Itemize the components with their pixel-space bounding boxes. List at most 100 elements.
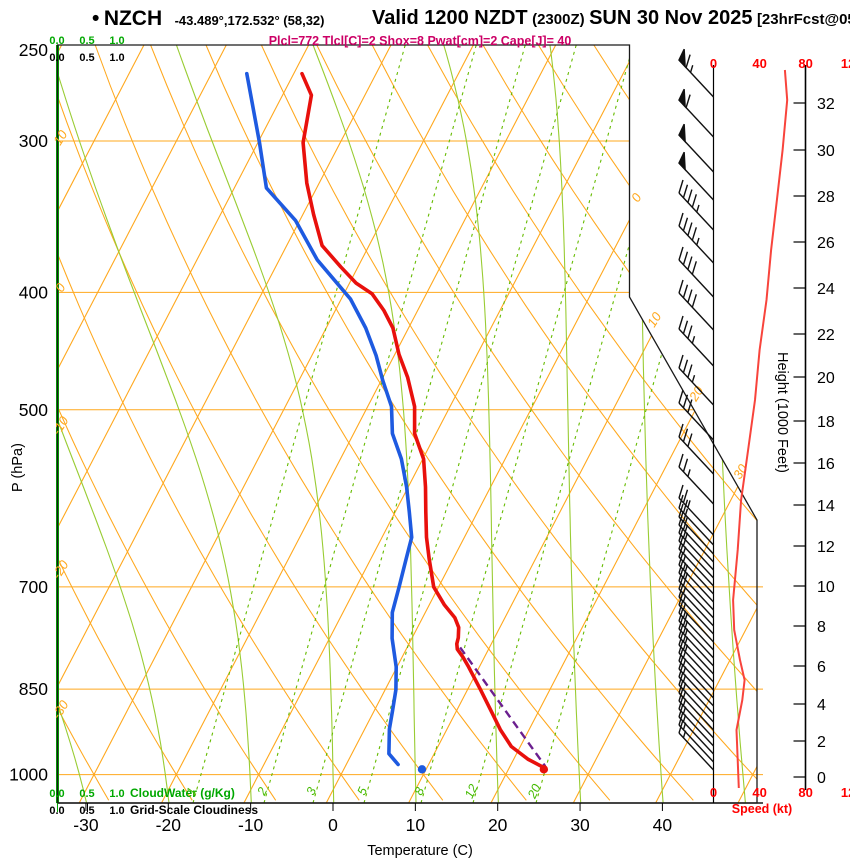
svg-text:40: 40 <box>653 815 673 835</box>
svg-text:3: 3 <box>304 785 320 797</box>
station-bullet-icon: • <box>92 7 100 30</box>
svg-text:12: 12 <box>462 782 481 801</box>
svg-text:14: 14 <box>817 498 835 515</box>
valid-zulu: (2300Z) <box>532 11 585 28</box>
speed-scale: 0040408080120120Speed (kt) <box>710 56 850 816</box>
isotherm-right-label: 0 <box>628 190 645 205</box>
isotherm-line <box>57 45 392 803</box>
svg-text:18: 18 <box>817 414 835 431</box>
svg-text:28: 28 <box>817 189 835 206</box>
mixing-ratio-line <box>312 45 526 803</box>
skewt-grid <box>0 38 757 803</box>
dry-adiabat-line <box>260 45 757 801</box>
svg-text:5: 5 <box>355 785 371 797</box>
svg-text:80: 80 <box>798 56 812 71</box>
svg-text:-20: -20 <box>156 815 182 835</box>
dry-adiabat-line <box>57 45 360 801</box>
dry-adiabat-line <box>57 45 277 801</box>
svg-text:0: 0 <box>328 815 338 835</box>
svg-text:10: 10 <box>817 579 835 596</box>
moist-adiabat-line <box>634 45 664 803</box>
parcel-path <box>459 646 547 767</box>
dry-adiabat-line <box>205 45 694 801</box>
svg-text:1.0: 1.0 <box>109 52 124 64</box>
cloudwater-label: CloudWater (g/Kg) <box>130 786 235 800</box>
temp-axis-label: Temperature (C) <box>367 843 473 859</box>
adiabat-theta-labels: 100-10-20-30 <box>49 127 72 722</box>
mixing-ratio-line <box>535 45 749 803</box>
svg-text:26: 26 <box>817 235 835 252</box>
wind-speed-curve <box>732 69 789 789</box>
svg-text:40: 40 <box>752 56 766 71</box>
svg-text:8: 8 <box>817 619 826 636</box>
isotherm-line <box>57 45 145 803</box>
speed-axis-label: Speed (kt) <box>732 802 792 816</box>
mixing-ratio-line <box>472 45 686 803</box>
isotherm-line <box>243 45 639 803</box>
svg-text:0: 0 <box>710 56 717 71</box>
mixing-ratio-labels: 1 2 3 5 8 12 20 <box>184 782 544 801</box>
isotherm-line <box>572 45 757 803</box>
svg-text:1.0: 1.0 <box>109 805 124 817</box>
moist-adiabat-line <box>710 45 746 803</box>
svg-text:30: 30 <box>817 143 835 160</box>
svg-text:0: 0 <box>710 785 717 800</box>
svg-text:12: 12 <box>817 539 835 556</box>
svg-text:4: 4 <box>817 697 826 714</box>
pressure-gridlines-clipped <box>57 140 756 411</box>
svg-text:0.0: 0.0 <box>49 35 64 47</box>
dry-adiabat-line <box>537 45 757 801</box>
isotherm-line <box>57 45 227 803</box>
dry-adiabat-line <box>57 45 193 801</box>
pressure-gridlines <box>57 586 763 776</box>
valid-label: Valid 1200 NZDT <box>372 7 528 29</box>
svg-text:0.0: 0.0 <box>49 52 64 64</box>
svg-text:0.0: 0.0 <box>49 788 64 800</box>
svg-text:20: 20 <box>488 815 508 835</box>
mixing-ratio-line <box>192 45 406 803</box>
surface-dew-dot <box>417 765 427 774</box>
svg-text:24: 24 <box>817 281 835 298</box>
mixing-ratio-line <box>420 45 634 803</box>
temperature-curve <box>300 71 548 771</box>
svg-text:120: 120 <box>841 785 850 800</box>
svg-text:40: 40 <box>752 785 766 800</box>
pressure-axis-label: P (hPa) <box>10 443 26 492</box>
moist-adiabat-line <box>0 38 4 803</box>
temp-axis: -30 -20 -10 0 10 20 30 40 <box>73 803 672 835</box>
dry-adiabat-line <box>57 45 110 801</box>
surface-temp-dot <box>539 765 549 774</box>
svg-text:500: 500 <box>19 400 48 420</box>
cloudiness-label: Grid-Scale Cloudiness <box>130 803 258 817</box>
station-id: NZCH <box>103 7 163 30</box>
dry-adiabat-line <box>593 45 757 801</box>
svg-text:1.0: 1.0 <box>109 788 124 800</box>
svg-text:2: 2 <box>817 734 826 751</box>
svg-text:0: 0 <box>817 770 826 787</box>
moist-adiabat-line <box>57 45 252 803</box>
svg-text:-10: -10 <box>49 413 72 438</box>
isotherm-line <box>78 45 474 803</box>
isotherm-line <box>57 45 310 803</box>
isotherm-line <box>490 45 757 803</box>
dry-adiabat-line <box>150 45 611 801</box>
svg-text:30: 30 <box>570 815 590 835</box>
isotherm-line <box>161 45 557 803</box>
svg-text:250: 250 <box>19 40 48 60</box>
svg-text:22: 22 <box>817 327 835 344</box>
cloud-scales: 0.00.00.00.00.50.50.50.51.01.01.01.0Clou… <box>49 35 258 817</box>
svg-text:0.5: 0.5 <box>79 35 94 47</box>
svg-text:0.5: 0.5 <box>79 788 94 800</box>
moist-adiabat-line <box>441 45 499 803</box>
dry-adiabat-line <box>57 45 444 801</box>
svg-text:850: 850 <box>19 679 48 699</box>
svg-text:1.0: 1.0 <box>109 35 124 47</box>
svg-text:1000: 1000 <box>9 765 48 785</box>
svg-text:80: 80 <box>798 785 812 800</box>
dry-adiabat-line <box>482 45 757 801</box>
dry-adiabat-line <box>94 45 527 801</box>
moist-adiabat-line <box>173 45 335 803</box>
